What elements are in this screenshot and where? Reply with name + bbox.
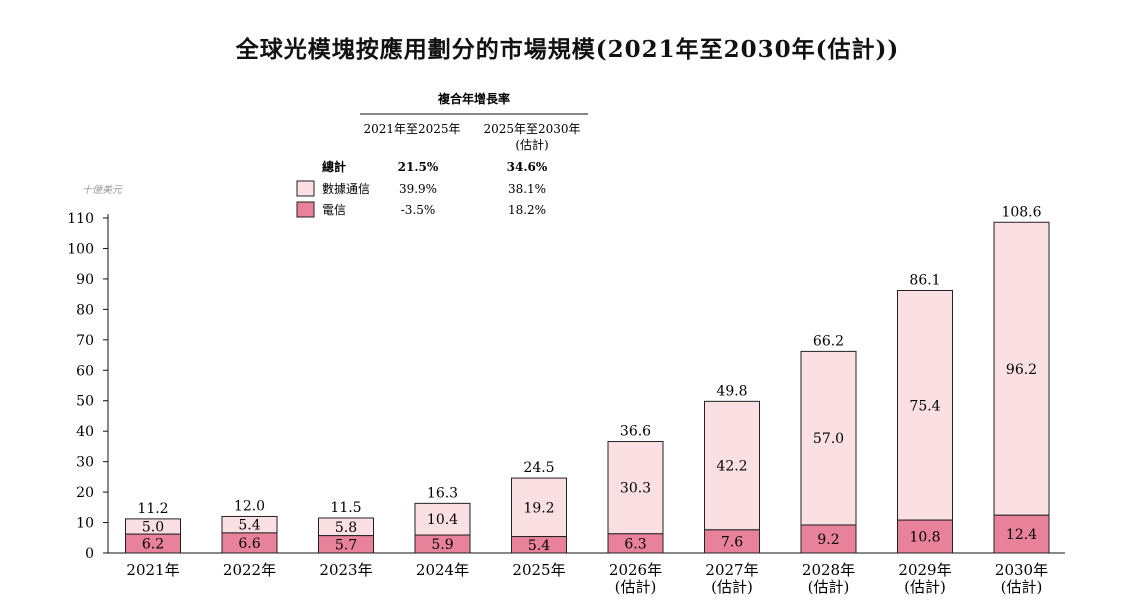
- y-tick-label: 10: [76, 516, 94, 532]
- y-tick-label: 100: [67, 241, 94, 257]
- bar-datacom: [897, 289, 953, 521]
- bar-datacom: [704, 400, 760, 531]
- legend-swatch-datacom: [296, 180, 315, 197]
- cagr-row-datacom-v2: 38.1%: [508, 182, 546, 196]
- y-unit-label: 十億美元: [82, 184, 123, 196]
- bar-label-telecom: 5.4: [528, 538, 550, 554]
- bar-datacom: [800, 350, 857, 526]
- bar-label-datacom: 5.0: [142, 520, 164, 536]
- x-tick-label: 2029年: [898, 561, 951, 579]
- bar-telecom: [897, 519, 953, 554]
- bar-telecom: [221, 532, 278, 554]
- x-tick-label: 2027年: [705, 561, 758, 579]
- bar-datacom: [511, 477, 567, 538]
- y-tick-label: 30: [76, 455, 94, 471]
- bar-label-datacom: 57.0: [813, 431, 844, 447]
- bar-label-datacom: 5.8: [335, 520, 357, 536]
- bar-label-total: 11.5: [330, 500, 361, 516]
- bar-label-datacom: 96.2: [1006, 362, 1037, 378]
- bar-telecom: [704, 529, 760, 554]
- bar-datacom: [607, 441, 664, 535]
- bar-label-total: 24.5: [523, 460, 554, 476]
- y-tick-label: 0: [85, 546, 94, 562]
- bar-label-telecom: 10.8: [909, 530, 940, 546]
- bar-label-datacom: 19.2: [523, 500, 554, 516]
- bar-datacom: [993, 221, 1050, 516]
- bar-label-telecom: 9.2: [817, 532, 839, 548]
- x-tick-label: 2021年: [126, 561, 179, 579]
- cagr-row-total-v2: 34.6%: [507, 160, 548, 174]
- bar-telecom: [125, 533, 181, 554]
- legend-label-telecom: 電信: [322, 203, 346, 217]
- bar-label-telecom: 6.6: [238, 536, 260, 552]
- bar-telecom: [607, 533, 664, 554]
- legend-swatch-telecom: [296, 201, 315, 218]
- bar-label-total: 12.0: [234, 498, 265, 514]
- x-tick-label: (估計): [904, 578, 946, 596]
- bar-label-datacom: 5.4: [238, 518, 260, 534]
- y-tick-label: 110: [67, 211, 94, 227]
- bar-label-total: 66.2: [813, 333, 844, 349]
- cagr-row-telecom-v1: -3.5%: [401, 203, 436, 217]
- x-tick-label: 2026年: [609, 561, 662, 579]
- bar-label-datacom: 10.4: [427, 512, 458, 528]
- bar-telecom: [318, 535, 374, 554]
- y-tick-label: 20: [76, 485, 94, 501]
- x-tick-label: 2024年: [416, 561, 469, 579]
- bar-label-total: 11.2: [137, 501, 168, 517]
- bar-telecom: [993, 514, 1050, 554]
- bar-label-datacom: 42.2: [716, 459, 747, 475]
- bar-label-telecom: 5.7: [335, 537, 357, 553]
- bar-label-telecom: 6.3: [624, 536, 646, 552]
- y-tick-label: 50: [76, 394, 94, 410]
- bar-label-total: 86.1: [909, 272, 940, 288]
- bar-label-total: 108.6: [1001, 204, 1041, 220]
- x-tick-label: 2028年: [802, 561, 855, 579]
- x-tick-label: (估計): [808, 578, 850, 596]
- bar-datacom: [414, 502, 471, 536]
- chart-bars: 6.25.0 11.2 2021年 6.6 5.4 12.0 2022年 5.75.8 11.5…: [125, 204, 1050, 596]
- x-tick-label: (估計): [1001, 578, 1043, 596]
- legend-label-datacom: 數據通信: [322, 182, 370, 196]
- x-tick-label: 2023年: [319, 561, 372, 579]
- bar-label-telecom: 12.4: [1006, 527, 1037, 543]
- bar-telecom: [511, 536, 567, 554]
- y-tick-label: 40: [76, 424, 94, 440]
- cagr-row-total-label: 總計: [322, 159, 346, 174]
- x-tick-label: (估計): [711, 578, 753, 596]
- x-tick-label: 2030年: [995, 561, 1048, 579]
- bar-label-total: 49.8: [716, 383, 747, 399]
- x-tick-label: (估計): [615, 578, 657, 596]
- cagr-row-total-v1: 21.5%: [398, 160, 439, 174]
- cagr-row-datacom-v1: 39.9%: [399, 182, 437, 196]
- bar-telecom: [800, 524, 857, 554]
- bar-label-datacom: 30.3: [620, 481, 651, 497]
- cagr-header: 複合年增長率: [437, 91, 510, 106]
- cagr-row-telecom-v2: 18.2%: [508, 203, 546, 217]
- bar-telecom: [414, 534, 471, 554]
- cagr-period-2-line1: 2025年至2030年: [483, 122, 580, 136]
- bar-label-total: 16.3: [427, 485, 458, 501]
- bar-label-telecom: 6.2: [142, 537, 164, 553]
- chart-title: 全球光模塊按應用劃分的市場規模(2021年至2030年(估計)): [235, 36, 900, 63]
- cagr-table: 複合年增長率 2021年至2025年 2025年至2030年 (估計) 總計 2…: [296, 91, 588, 218]
- bar-label-telecom: 5.9: [431, 537, 453, 553]
- x-tick-label: 2022年: [223, 561, 276, 579]
- bar-label-telecom: 7.6: [721, 534, 743, 550]
- y-tick-label: 60: [76, 363, 94, 379]
- cagr-period-1: 2021年至2025年: [363, 122, 460, 136]
- cagr-period-2-line2: (估計): [515, 137, 548, 152]
- bar-label-total: 36.6: [620, 424, 651, 440]
- bar-label-datacom: 75.4: [909, 398, 940, 414]
- y-tick-label: 80: [76, 302, 94, 318]
- y-tick-label: 70: [76, 333, 94, 349]
- x-tick-label: 2025年: [512, 561, 565, 579]
- y-tick-label: 90: [76, 272, 94, 288]
